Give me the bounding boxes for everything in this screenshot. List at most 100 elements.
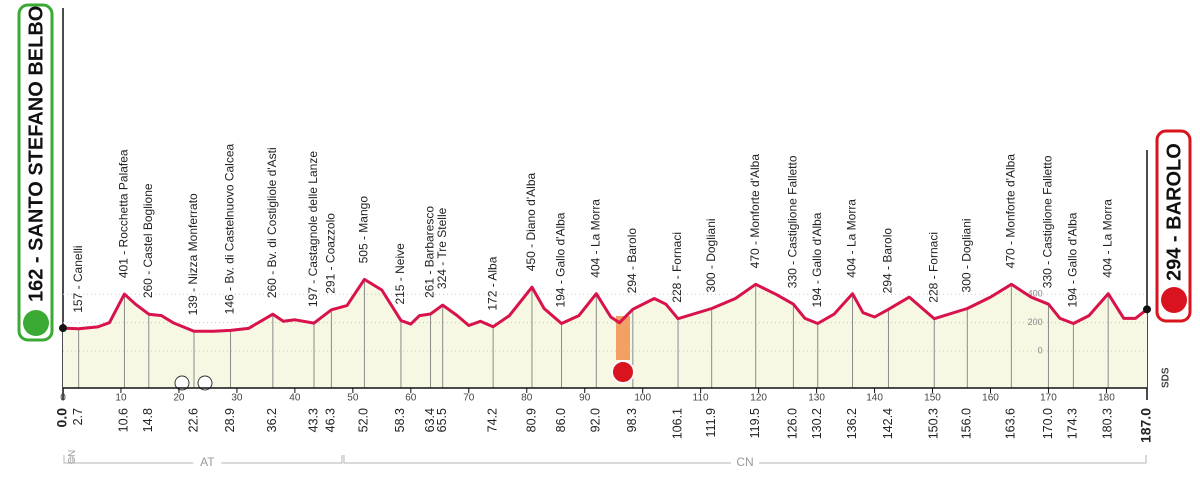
x-tick-label: 30: [231, 393, 243, 404]
start-dot: [59, 324, 67, 333]
waypoint-km: 2.7: [71, 408, 85, 425]
waypoint-label: 228 - Fornaci: [926, 232, 940, 303]
waypoint-km: 130.2: [810, 408, 824, 439]
waypoint-km: 28.9: [223, 408, 237, 432]
waypoint-label: 157 - Canelli: [71, 245, 85, 312]
waypoint-km: 126.0: [786, 408, 800, 439]
waypoint-label: 291 - Coazzolo: [324, 213, 338, 294]
x-tick-label: 10: [115, 393, 127, 404]
y-tick-label: 200: [1028, 317, 1043, 327]
waypoint-label: 404 - La Morra: [588, 199, 602, 278]
waypoint-label: 260 - Bv. di Costigliole d'Asti: [265, 147, 279, 298]
x-tick-label: 80: [521, 393, 533, 404]
waypoint-km: 43.3: [306, 408, 320, 432]
waypoint-label: 404 - La Morra: [845, 199, 859, 278]
feed-icon: [611, 360, 635, 384]
waypoint-km: 98.3: [625, 408, 639, 432]
waypoint-km: 58.3: [393, 408, 407, 432]
waypoint-km: 163.6: [1004, 408, 1018, 439]
profile-area: [63, 279, 1147, 388]
waypoint-km: 46.3: [324, 408, 338, 432]
x-tick-label: 170: [1040, 393, 1057, 404]
region-label-bg: [193, 456, 222, 470]
x-tick-label: 60: [405, 393, 417, 404]
note: SDS: [1161, 367, 1172, 388]
x-tick-label: 20: [173, 393, 185, 404]
waypoint-km: 156.0: [960, 408, 974, 439]
x-tick-label: 180: [1098, 393, 1115, 404]
x-tick-label: 40: [289, 393, 301, 404]
waypoint-km: 22.6: [186, 408, 200, 432]
x-tick-label: 70: [463, 393, 475, 404]
start-label: 162 - SANTO STEFANO BELBO: [25, 6, 47, 302]
waypoint-km: 65.5: [435, 408, 449, 432]
waypoint-km: 14.8: [141, 408, 155, 432]
x-tick-label: 50: [347, 393, 359, 404]
region-label: AT: [200, 455, 215, 469]
y-tick-label: 0: [1038, 345, 1043, 355]
waypoint-label: 330 - Castiglione Falletto: [1041, 155, 1055, 288]
waypoint-label: 139 - Nizza Monferrato: [186, 193, 200, 315]
waypoint-label: 194 - Gallo d'Alba: [810, 212, 824, 307]
finish-box: [1155, 129, 1192, 323]
finish-km: 187.0: [1138, 408, 1154, 443]
rail-icon: [174, 375, 190, 391]
waypoint-label: 172 - Alba: [485, 256, 499, 310]
start-icon: [23, 310, 49, 336]
region-bracket: [63, 455, 72, 464]
profile-line: [62, 277, 1148, 333]
waypoint-km: 106.1: [670, 408, 684, 439]
waypoint-km: 142.4: [881, 408, 895, 439]
waypoint-km: 119.5: [748, 408, 762, 438]
waypoint-km: 80.9: [524, 408, 538, 432]
waypoint-label: 294 - Barolo: [625, 228, 639, 294]
waypoint-km: 86.0: [554, 408, 568, 432]
x-tick-label: 110: [693, 393, 709, 404]
waypoint-label: 330 - Castiglione Falletto: [786, 155, 800, 288]
waypoint-label: 197 - Castagnole delle Lanze: [306, 151, 320, 307]
waypoint-km: 52.0: [357, 408, 371, 432]
x-tick-label: 150: [924, 393, 941, 404]
waypoint-label: 261 - Barbaresco: [423, 206, 437, 298]
waypoint-label: 146 - Bv. di Castelnuovo Calcea: [223, 143, 237, 314]
finish-label: 294 - BAROLO: [1163, 143, 1185, 281]
waypoint-label: 294 - Barolo: [881, 228, 895, 294]
waypoint-km: 136.2: [845, 408, 859, 439]
x-tick-label: 140: [866, 393, 883, 404]
waypoint-label: 300 - Dogliani: [704, 218, 718, 292]
waypoint-km: 36.2: [265, 408, 279, 432]
waypoint-km: 180.3: [1100, 408, 1114, 439]
region-label-bg: [730, 456, 759, 470]
waypoint-label: 470 - Monforte d'Alba: [1004, 154, 1018, 269]
start-km: 0.0: [54, 408, 70, 428]
start-box: [17, 3, 54, 342]
waypoint-km: 10.6: [117, 408, 131, 432]
waypoint-km: 174.3: [1066, 408, 1080, 439]
waypoint-km: 63.4: [423, 408, 437, 432]
waypoint-label: 260 - Castel Boglione: [141, 183, 155, 298]
waypoint-label: 404 - La Morra: [1100, 199, 1114, 278]
waypoint-label: 228 - Fornaci: [670, 232, 684, 303]
region-label: CN: [736, 455, 753, 469]
waypoint-label: 505 - Mango: [357, 196, 371, 264]
x-tick-label: 160: [982, 393, 999, 404]
finish-icon: [1161, 287, 1187, 313]
waypoint-km: 170.0: [1041, 408, 1055, 439]
waypoint-km: 92.0: [589, 408, 603, 432]
y-tick-label: 400: [1028, 289, 1043, 299]
waypoint-label: 401 - Rocchetta Palafea: [117, 149, 131, 278]
waypoint-label: 194 - Gallo d'Alba: [554, 212, 568, 307]
waypoint-km: 150.3: [927, 408, 941, 439]
waypoint-label: 324 - Tre Stelle: [435, 207, 449, 289]
waypoint-label: 300 - Dogliani: [959, 218, 973, 292]
waypoint-label: 450 - Diano d'Alba: [524, 173, 538, 272]
x-tick-label: 100: [634, 393, 651, 404]
waypoint-km: 111.9: [704, 408, 718, 437]
x-tick-label: 0: [60, 393, 66, 404]
x-tick-label: 130: [808, 393, 825, 404]
finish-dot: [1143, 305, 1151, 314]
waypoint-label: 470 - Monforte d'Alba: [748, 154, 762, 269]
waypoint-km: 74.2: [485, 408, 499, 432]
waypoint-label: 215 - Neive: [393, 243, 407, 305]
